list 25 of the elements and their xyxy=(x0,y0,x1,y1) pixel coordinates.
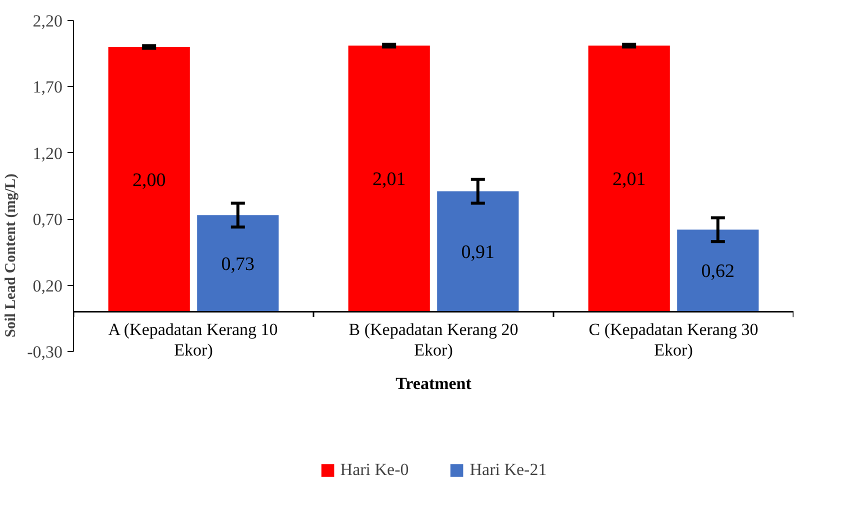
y-tick-label: 0,20 xyxy=(32,276,62,296)
x-axis-title: Treatment xyxy=(396,374,472,393)
data-label: 2,00 xyxy=(132,170,166,191)
bar xyxy=(197,215,279,312)
data-label: 0,73 xyxy=(221,254,255,275)
bar xyxy=(677,230,759,312)
x-tick-label: B (Kepadatan Kerang 20 Ekor) xyxy=(348,320,518,360)
bar xyxy=(437,191,519,312)
data-label: 2,01 xyxy=(372,169,406,190)
y-axis-title: Soil Lead Content (mg/L) xyxy=(3,174,20,338)
y-tick-label: 0,70 xyxy=(32,210,62,230)
y-tick-label: 2,20 xyxy=(32,12,62,30)
data-label: 2,01 xyxy=(612,169,646,190)
data-label: 0,62 xyxy=(701,261,735,282)
x-tick-label: C (Kepadatan Kerang 30 Ekor) xyxy=(588,320,758,360)
bar xyxy=(108,46,190,312)
data-label: 0,91 xyxy=(461,242,495,264)
x-tick-label: A (Kepadatan Kerang 10 Ekor) xyxy=(108,320,278,360)
legend-label: Hari Ke-21 xyxy=(470,460,547,480)
bar xyxy=(588,46,670,312)
y-tick-label: 1,70 xyxy=(32,78,62,97)
legend-label: Hari Ke-0 xyxy=(340,460,409,480)
bar xyxy=(348,46,430,312)
y-tick-label: 1,20 xyxy=(32,144,62,163)
y-tick-label: -0,30 xyxy=(27,342,63,362)
